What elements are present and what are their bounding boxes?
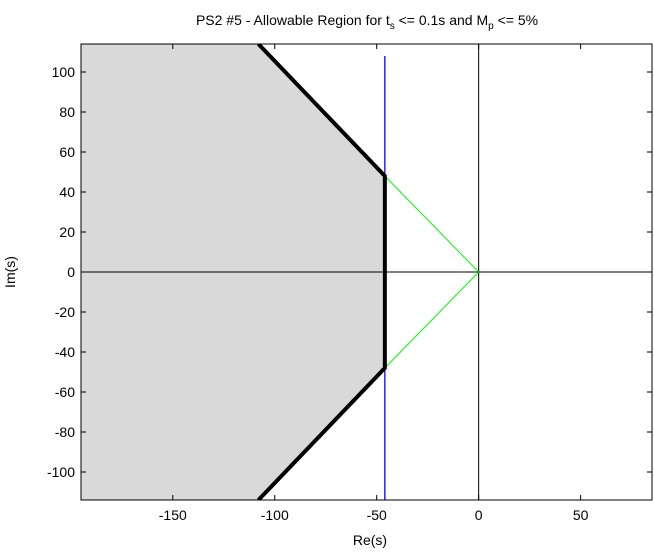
y-tick-label: -80: [55, 424, 75, 440]
y-tick-label: -100: [47, 464, 75, 480]
y-axis-label: Im(s): [2, 256, 18, 288]
x-ticks: -150 -100 -50 0 50: [159, 44, 589, 523]
y-tick-label: 80: [59, 104, 75, 120]
title-part: <= 0.1s and M: [395, 12, 488, 28]
y-tick-label: 20: [59, 224, 75, 240]
x-tick-label: -50: [367, 507, 387, 523]
y-ticks: 100 80 60 40 20 0 -20 -40 -60 -80 -100: [47, 64, 652, 480]
x-tick-label: -150: [159, 507, 187, 523]
y-tick-label: 0: [67, 264, 75, 280]
y-tick-label: 60: [59, 144, 75, 160]
title-part: <= 5%: [494, 12, 538, 28]
y-tick-label: -40: [55, 344, 75, 360]
title-part: PS2 #5 - Allowable Region for t: [196, 12, 390, 28]
boundary: [256, 44, 387, 500]
title-part: p: [488, 21, 494, 32]
plot-clip-group: [81, 44, 652, 500]
x-axis-label: Re(s): [353, 532, 387, 548]
y-tick-label: -20: [55, 304, 75, 320]
x-tick-label: 0: [475, 507, 483, 523]
plot-area: [80, 43, 653, 501]
y-tick-label: 40: [59, 184, 75, 200]
overshoot-line-lower: [384, 271, 480, 369]
x-tick-label: 50: [573, 507, 589, 523]
x-tick-label: -100: [261, 507, 289, 523]
y-tick-label: -60: [55, 384, 75, 400]
title-part: s: [390, 21, 395, 32]
overshoot-line-upper: [384, 175, 480, 273]
chart-title: PS2 #5 - Allowable Region for ts <= 0.1s…: [196, 12, 538, 32]
y-tick-label: 100: [52, 64, 76, 80]
